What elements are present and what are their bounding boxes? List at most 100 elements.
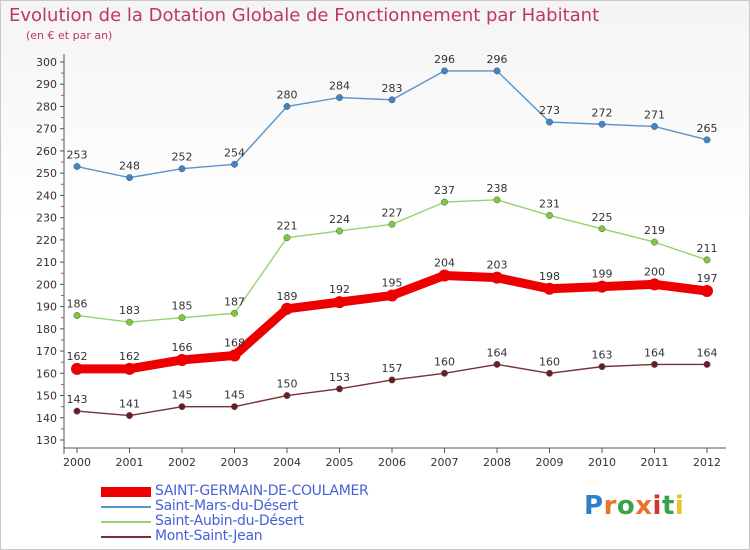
x-tick-label: 2005 bbox=[326, 456, 354, 469]
data-point bbox=[598, 363, 606, 371]
legend-label: Saint-Mars-du-Désert bbox=[155, 498, 298, 514]
logo-letter: t bbox=[661, 491, 675, 521]
data-point bbox=[441, 67, 448, 75]
proxiti-logo: Proxiti bbox=[584, 491, 684, 521]
data-label: 203 bbox=[487, 259, 508, 272]
data-label: 238 bbox=[487, 182, 508, 195]
y-tick-label: 200 bbox=[36, 278, 57, 291]
y-tick-label: 290 bbox=[36, 78, 57, 91]
data-point bbox=[281, 302, 293, 315]
data-label: 253 bbox=[67, 149, 88, 162]
y-tick-label: 190 bbox=[36, 301, 57, 314]
legend-swatch bbox=[101, 487, 151, 497]
y-tick-label: 140 bbox=[36, 412, 57, 425]
x-tick-label: 2000 bbox=[63, 456, 91, 469]
legend-swatch bbox=[101, 536, 151, 538]
data-label: 296 bbox=[487, 53, 508, 66]
data-label: 211 bbox=[697, 242, 718, 255]
data-label: 164 bbox=[487, 346, 508, 359]
data-label: 199 bbox=[592, 268, 613, 281]
data-point bbox=[283, 234, 291, 242]
y-tick-label: 260 bbox=[36, 145, 57, 158]
legend-label: SAINT-GERMAIN-DE-COULAMER bbox=[155, 483, 369, 499]
data-label: 265 bbox=[697, 122, 718, 135]
data-label: 189 bbox=[277, 290, 298, 303]
data-label: 237 bbox=[434, 184, 455, 197]
logo-letter: i bbox=[674, 491, 685, 521]
data-point bbox=[231, 403, 238, 411]
data-label: 273 bbox=[539, 104, 560, 117]
logo-letter: o bbox=[616, 491, 636, 521]
x-tick-label: 2007 bbox=[431, 456, 459, 469]
data-label: 164 bbox=[697, 346, 718, 359]
data-label: 224 bbox=[329, 213, 350, 226]
data-point bbox=[598, 120, 606, 128]
y-tick-label: 130 bbox=[36, 434, 57, 447]
legend-swatch bbox=[101, 521, 151, 523]
data-point bbox=[123, 362, 136, 375]
data-point bbox=[441, 198, 448, 206]
data-label: 254 bbox=[224, 146, 245, 159]
data-point bbox=[231, 309, 238, 317]
data-point bbox=[493, 67, 501, 75]
legend-label: Saint-Aubin-du-Désert bbox=[155, 513, 304, 529]
data-label: 271 bbox=[644, 108, 665, 121]
data-label: 280 bbox=[277, 88, 298, 101]
data-label: 272 bbox=[592, 106, 613, 119]
data-label: 164 bbox=[644, 346, 665, 359]
data-label: 197 bbox=[697, 272, 718, 285]
data-point bbox=[336, 385, 343, 393]
data-point bbox=[126, 174, 133, 182]
x-tick-label: 2006 bbox=[378, 456, 406, 469]
data-point bbox=[178, 403, 186, 411]
y-tick-label: 280 bbox=[36, 100, 57, 113]
data-point bbox=[651, 238, 658, 246]
logo-letter: r bbox=[603, 491, 617, 521]
data-point bbox=[73, 407, 81, 415]
y-tick-label: 300 bbox=[36, 56, 57, 69]
data-label: 163 bbox=[592, 349, 613, 362]
y-tick-label: 230 bbox=[36, 212, 57, 225]
data-point bbox=[336, 227, 343, 235]
data-point bbox=[126, 412, 133, 419]
data-point bbox=[438, 269, 451, 282]
logo-letter: i bbox=[652, 491, 662, 521]
data-label: 227 bbox=[382, 206, 403, 219]
data-label: 150 bbox=[277, 378, 298, 391]
data-label: 143 bbox=[67, 393, 88, 406]
data-point bbox=[493, 360, 501, 368]
data-point bbox=[176, 353, 188, 366]
data-label: 168 bbox=[224, 337, 245, 350]
chart-subtitle: (en € et par an) bbox=[26, 29, 113, 42]
data-label: 284 bbox=[329, 80, 350, 93]
data-point bbox=[71, 362, 83, 375]
x-tick-label: 2010 bbox=[588, 456, 616, 469]
data-label: 219 bbox=[644, 224, 665, 237]
data-label: 186 bbox=[67, 297, 88, 310]
data-point bbox=[336, 94, 343, 102]
line-chart: 130 140 150 160 170 180 190 200 210 220 230 240 250 2… bbox=[36, 53, 726, 469]
data-point bbox=[388, 96, 396, 104]
data-label: 195 bbox=[382, 276, 403, 289]
x-tick-label: 2008 bbox=[483, 456, 511, 469]
data-label: 183 bbox=[119, 304, 140, 317]
data-point bbox=[388, 376, 396, 384]
x-tick-label: 2012 bbox=[693, 456, 721, 469]
data-label: 248 bbox=[119, 160, 140, 173]
data-point bbox=[546, 369, 553, 377]
logo-letter: P bbox=[584, 491, 604, 521]
data-point bbox=[491, 271, 503, 284]
chart-title: Evolution de la Dotation Globale de Fonc… bbox=[9, 5, 600, 26]
data-point bbox=[228, 349, 241, 362]
data-point bbox=[596, 280, 608, 293]
y-tick-label: 160 bbox=[36, 367, 57, 380]
y-tick-label: 210 bbox=[36, 256, 57, 269]
data-label: 192 bbox=[329, 283, 350, 296]
data-label: 153 bbox=[329, 371, 350, 384]
data-label: 283 bbox=[382, 82, 403, 95]
y-tick-label: 240 bbox=[36, 189, 57, 202]
data-label: 200 bbox=[644, 265, 665, 278]
data-point bbox=[703, 136, 711, 144]
data-point bbox=[283, 392, 291, 399]
